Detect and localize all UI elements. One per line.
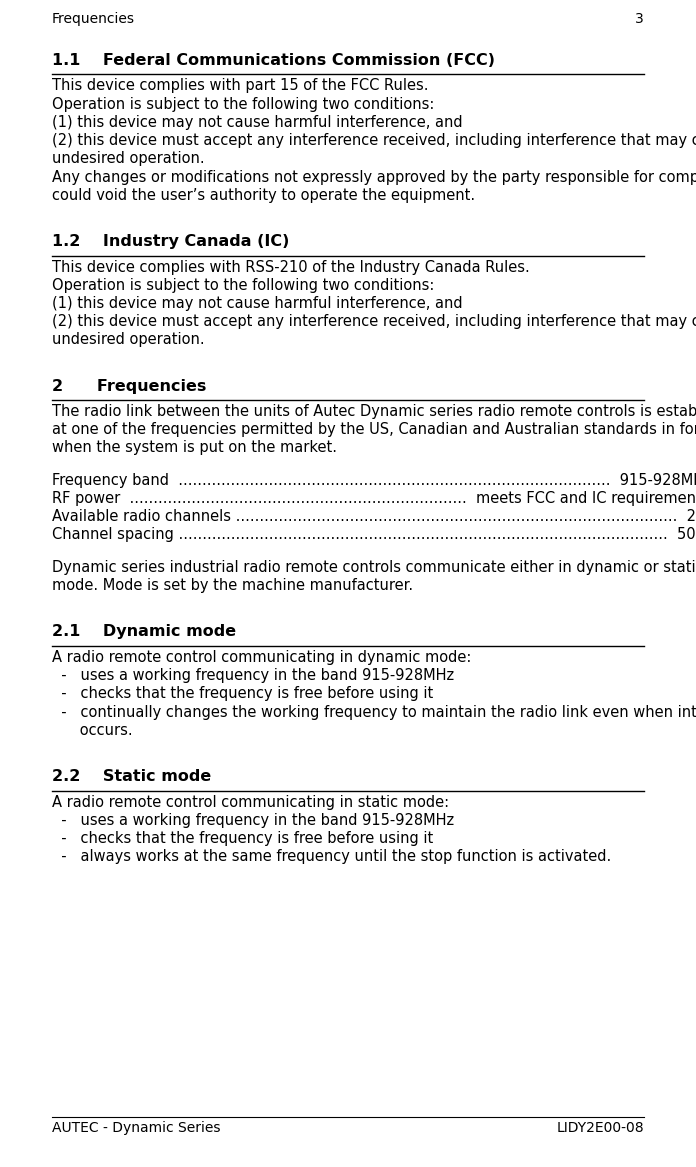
Text: A radio remote control communicating in static mode:: A radio remote control communicating in … (52, 795, 449, 810)
Text: Operation is subject to the following two conditions:: Operation is subject to the following tw… (52, 97, 434, 112)
Text: Any changes or modifications not expressly approved by the party responsible for: Any changes or modifications not express… (52, 169, 696, 203)
Text: -   uses a working frequency in the band 915-928MHz: - uses a working frequency in the band 9… (52, 669, 454, 683)
Text: Dynamic series industrial radio remote controls communicate either in dynamic or: Dynamic series industrial radio remote c… (52, 560, 696, 593)
Text: -   checks that the frequency is free before using it: - checks that the frequency is free befo… (52, 831, 433, 846)
Text: The radio link between the units of Autec Dynamic series radio remote controls i: The radio link between the units of Aute… (52, 404, 696, 455)
Text: This device complies with RSS-210 of the Industry Canada Rules.: This device complies with RSS-210 of the… (52, 259, 530, 274)
Text: (1) this device may not cause harmful interference, and: (1) this device may not cause harmful in… (52, 114, 463, 130)
Text: Operation is subject to the following two conditions:: Operation is subject to the following tw… (52, 278, 434, 293)
Text: 3: 3 (635, 12, 644, 26)
Text: -   checks that the frequency is free before using it: - checks that the frequency is free befo… (52, 686, 433, 701)
Text: 2      Frequencies: 2 Frequencies (52, 379, 207, 393)
Text: A radio remote control communicating in dynamic mode:: A radio remote control communicating in … (52, 650, 471, 665)
Text: LIDY2E00-08: LIDY2E00-08 (556, 1121, 644, 1135)
Text: -   uses a working frequency in the band 915-928MHz: - uses a working frequency in the band 9… (52, 813, 454, 827)
Text: 1.1    Federal Communications Commission (FCC): 1.1 Federal Communications Commission (F… (52, 53, 495, 68)
Text: (2) this device must accept any interference received, including interference th: (2) this device must accept any interfer… (52, 314, 696, 348)
Text: AUTEC - Dynamic Series: AUTEC - Dynamic Series (52, 1121, 221, 1135)
Text: (2) this device must accept any interference received, including interference th: (2) this device must accept any interfer… (52, 133, 696, 166)
Text: -   continually changes the working frequency to maintain the radio link even wh: - continually changes the working freque… (52, 705, 696, 738)
Text: -   always works at the same frequency until the stop function is activated.: - always works at the same frequency unt… (52, 850, 611, 865)
Text: This device complies with part 15 of the FCC Rules.: This device complies with part 15 of the… (52, 78, 429, 93)
Text: 1.2    Industry Canada (IC): 1.2 Industry Canada (IC) (52, 235, 290, 249)
Text: 2.1    Dynamic mode: 2.1 Dynamic mode (52, 624, 236, 640)
Text: Frequencies: Frequencies (52, 12, 135, 26)
Text: (1) this device may not cause harmful interference, and: (1) this device may not cause harmful in… (52, 296, 463, 312)
Text: 2.2    Static mode: 2.2 Static mode (52, 769, 212, 784)
Text: Frequency band  ................................................................: Frequency band .........................… (52, 473, 696, 541)
